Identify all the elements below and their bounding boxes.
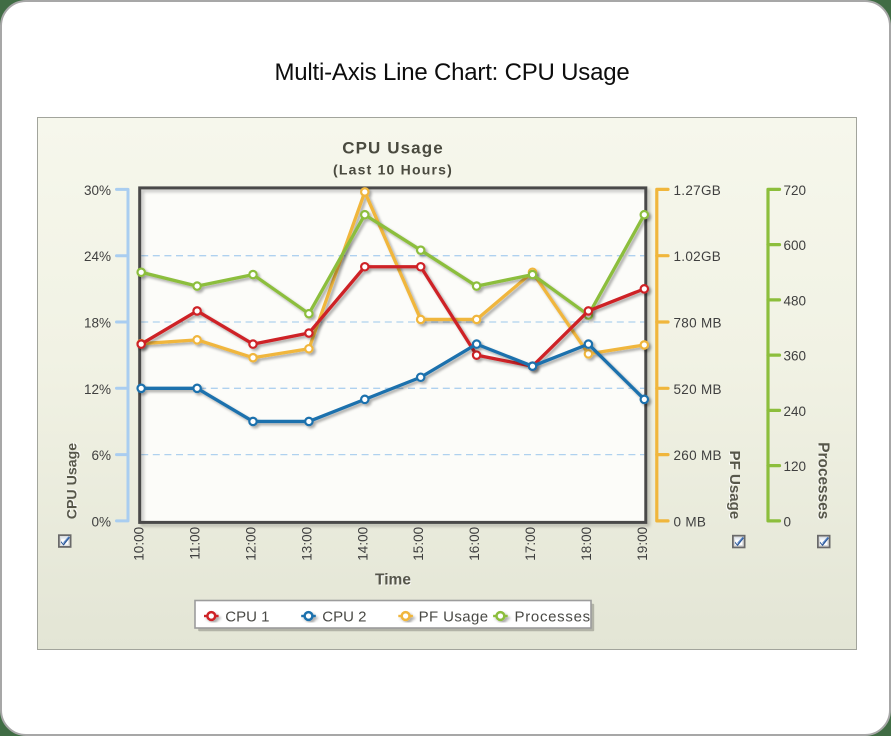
svg-text:360: 360 xyxy=(784,349,807,364)
svg-text:(Last 10 Hours): (Last 10 Hours) xyxy=(333,162,453,178)
svg-text:0%: 0% xyxy=(91,514,111,529)
svg-text:12%: 12% xyxy=(84,382,111,397)
svg-text:16:00: 16:00 xyxy=(467,527,482,561)
svg-text:0: 0 xyxy=(784,514,792,529)
svg-text:Processes: Processes xyxy=(814,443,831,520)
svg-text:240: 240 xyxy=(784,404,807,419)
svg-text:10:00: 10:00 xyxy=(132,527,147,561)
svg-text:19:00: 19:00 xyxy=(635,527,650,561)
svg-text:600: 600 xyxy=(784,238,807,253)
svg-text:14:00: 14:00 xyxy=(355,527,370,561)
svg-text:11:00: 11:00 xyxy=(188,527,203,560)
svg-text:18%: 18% xyxy=(84,316,111,331)
svg-text:CPU 1: CPU 1 xyxy=(225,608,269,625)
svg-text:PF Usage: PF Usage xyxy=(419,608,489,625)
svg-text:CPU Usage: CPU Usage xyxy=(342,139,444,158)
svg-text:PF Usage: PF Usage xyxy=(726,451,743,520)
svg-text:13:00: 13:00 xyxy=(299,527,314,561)
svg-text:0 MB: 0 MB xyxy=(674,514,707,529)
svg-text:1.27GB: 1.27GB xyxy=(674,183,722,198)
svg-text:CPU Usage: CPU Usage xyxy=(65,443,81,520)
svg-text:Processes: Processes xyxy=(814,442,831,519)
svg-text:PF Usage: PF Usage xyxy=(725,451,742,520)
svg-text:120: 120 xyxy=(784,459,807,474)
svg-text:520 MB: 520 MB xyxy=(674,382,722,397)
svg-text:Time: Time xyxy=(375,572,411,589)
svg-text:260 MB: 260 MB xyxy=(674,448,722,463)
svg-text:CPU Usage: CPU Usage xyxy=(65,442,81,519)
svg-text:1.02GB: 1.02GB xyxy=(674,249,722,264)
svg-text:17:00: 17:00 xyxy=(523,527,538,561)
svg-text:720: 720 xyxy=(784,183,807,198)
svg-text:Processes: Processes xyxy=(515,608,591,625)
svg-text:24%: 24% xyxy=(84,249,111,264)
svg-text:12:00: 12:00 xyxy=(244,527,259,561)
svg-text:480: 480 xyxy=(784,293,807,308)
svg-text:Time: Time xyxy=(376,572,412,589)
svg-text:780 MB: 780 MB xyxy=(674,316,722,331)
svg-text:6%: 6% xyxy=(91,448,111,463)
svg-text:30%: 30% xyxy=(84,183,111,198)
svg-text:CPU 2: CPU 2 xyxy=(322,608,366,625)
svg-text:15:00: 15:00 xyxy=(411,527,426,561)
svg-text:18:00: 18:00 xyxy=(579,527,594,561)
